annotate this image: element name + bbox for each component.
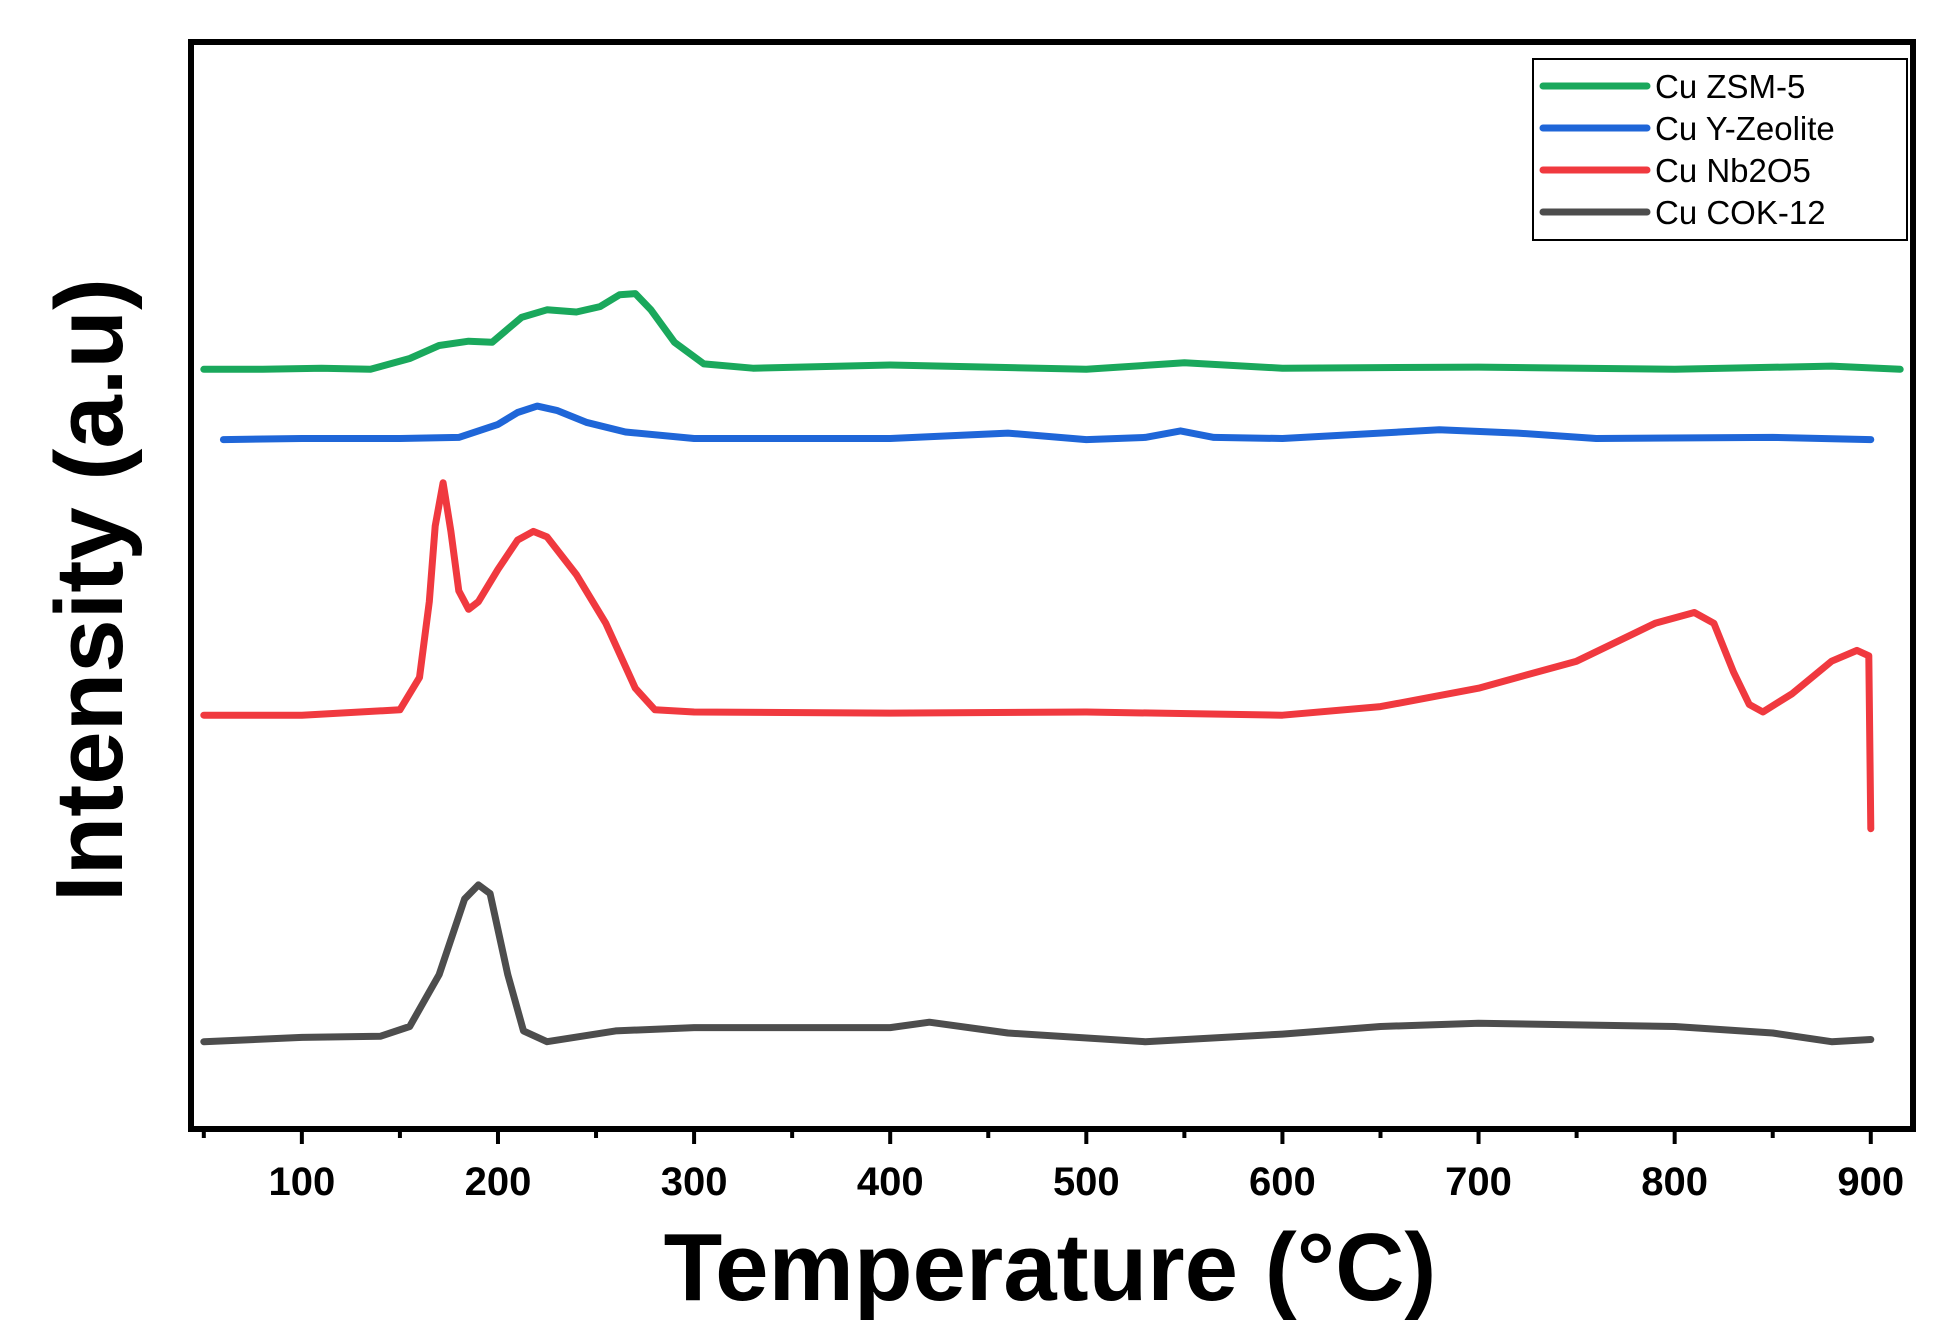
x-axis-tick-labels: 100 200 300 400 500 600 700 800 900	[268, 1160, 1904, 1204]
plot-frame	[188, 39, 1916, 1132]
x-tick-label: 200	[465, 1160, 532, 1204]
x-tick-label: 700	[1445, 1160, 1512, 1204]
legend-items: Cu ZSM-5 Cu Y-Zeolite Cu Nb2O5 Cu COK-12	[1539, 68, 1835, 231]
series-line-3	[200, 479, 1875, 833]
legend-label-4: Cu COK-12	[1655, 194, 1826, 231]
series-layer	[200, 290, 1904, 1046]
x-tick-label: 300	[661, 1160, 728, 1204]
legend-label-3: Cu Nb2O5	[1655, 152, 1811, 189]
x-tick-label: 500	[1053, 1160, 1120, 1204]
x-tick-label: 800	[1641, 1160, 1708, 1204]
series-line-2	[219, 402, 1875, 444]
legend-label-2: Cu Y-Zeolite	[1655, 110, 1835, 147]
legend: Cu ZSM-5 Cu Y-Zeolite Cu Nb2O5 Cu COK-12	[1532, 58, 1908, 241]
x-tick-label: 400	[857, 1160, 924, 1204]
legend-label-1: Cu ZSM-5	[1655, 68, 1805, 105]
series-line-1	[200, 290, 1904, 373]
x-axis-title: Temperature (°C)	[664, 1214, 1437, 1321]
x-tick-label: 100	[268, 1160, 335, 1204]
x-tick-label: 600	[1249, 1160, 1316, 1204]
series-line-4	[200, 881, 1875, 1046]
x-tick-label: 900	[1837, 1160, 1904, 1204]
x-axis-ticks	[201, 1129, 1873, 1144]
y-axis-title: Intensity (a.u)	[36, 278, 143, 902]
